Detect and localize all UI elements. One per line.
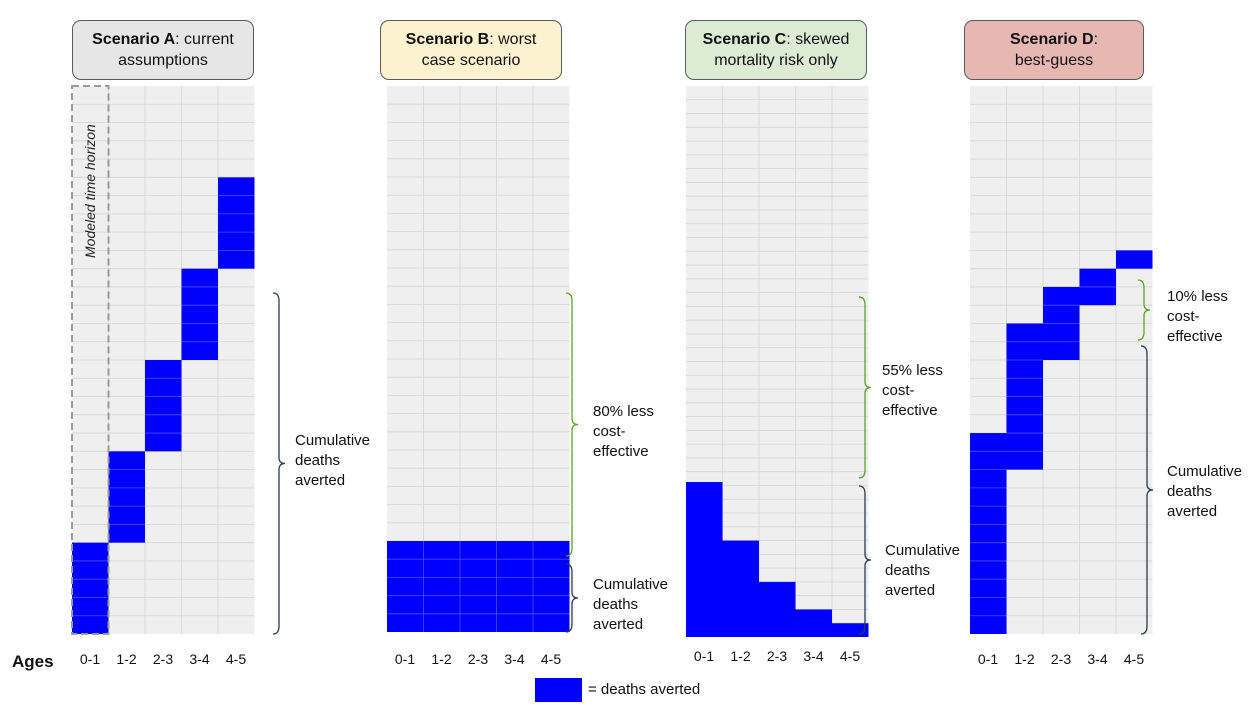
age-label: 1-2 [730,648,751,664]
annotation-line: deaths [295,452,341,469]
age-label: 1-2 [1014,651,1035,667]
legend-swatch [535,678,582,702]
scenario-a-deaths-block-age-3 [181,268,218,360]
age-label: 4-5 [540,651,562,667]
age-label: 0-1 [79,651,101,667]
scenario-b-upper-annotation: 80% less cost- effective [593,402,654,462]
scenario-a-title-rest: : current [175,31,234,48]
age-label: 1-2 [116,651,137,667]
scenario-c-annotation: Cumulative deaths averted [885,541,960,601]
scenario-b-bracket-0 [565,292,579,557]
annotation-line: effective [1167,328,1223,345]
scenario-c-deaths-block-age-1 [722,540,759,637]
scenario-b-deaths-block-age-4 [533,541,570,632]
annotation-line: deaths [1167,483,1213,500]
age-label: 3-4 [1087,651,1108,667]
age-label: 3-4 [189,651,210,667]
scenario-a-bracket-0 [272,292,286,635]
scenario-d-deaths-block-age-0 [970,433,1007,634]
annotation-line: 10% less [1167,288,1228,305]
scenario-b-deaths-block-age-0 [387,541,424,632]
ages-axis-title: Ages [12,652,54,671]
scenario-b-deaths-block-age-2 [460,541,497,632]
annotation-line: effective [593,443,649,460]
scenario-c-bracket-0 [858,296,872,479]
age-label: 2-3 [1050,651,1072,667]
scenario-d-deaths-block-age-4 [1116,250,1153,269]
scenario-d-title-rest: : [1093,31,1099,48]
scenario-a-deaths-block-age-1 [108,451,145,543]
annotation-line: Cumulative [885,542,961,559]
age-label: 1-2 [431,651,452,667]
age-label: 4-5 [1123,651,1145,667]
age-label: 3-4 [504,651,525,667]
scenario-c-title: Scenario C: skewed mortality risk only [685,20,867,80]
age-label: 2-3 [152,651,174,667]
annotation-line: effective [882,402,938,419]
scenario-a-deaths-block-age-2 [145,360,182,452]
annotation-line: averted [885,582,936,599]
scenario-b-annotation: Cumulative deaths averted [593,575,668,635]
annotation-line: deaths [593,596,639,613]
scenario-c-deaths-block-age-3 [795,609,832,637]
annotation-line: 80% less [593,403,654,420]
scenario-b-deaths-block-age-3 [496,541,533,632]
legend-text: = deaths averted [588,681,701,698]
scenario-a-title: Scenario A: current assumptions [72,20,254,80]
scenario-c-bracket-1 [858,485,872,635]
scenario-b-title: Scenario B: worst case scenario [380,20,562,80]
annotation-line: averted [295,472,346,489]
scenario-b-title-rest: : worst [489,31,537,48]
scenario-d-annotation: Cumulative deaths averted [1167,462,1242,522]
scenario-a-annotation: Cumulative deaths averted [295,431,370,491]
scenario-a-deaths-block-age-0 [72,542,109,634]
scenario-d-bracket-1 [1140,345,1154,635]
scenario-c-deaths-block-age-2 [759,581,796,637]
age-label: 0-1 [394,651,416,667]
scenario-a-title-line2: assumptions [118,52,208,69]
scenario-b-title-bold: Scenario B [405,31,490,48]
annotation-line: averted [593,616,644,633]
scenario-b-deaths-block-age-1 [423,541,460,632]
age-label: 2-3 [467,651,489,667]
age-label: 2-3 [766,648,788,664]
scenario-d-upper-annotation: 10% less cost- effective [1167,287,1228,347]
annotation-line: Cumulative [295,432,371,449]
scenario-c-title-bold: Scenario C [702,31,787,48]
annotation-line: cost- [1167,308,1200,325]
scenario-c-deaths-block-age-4 [832,623,869,637]
scenario-d-title-line2: best-guess [1014,52,1094,69]
modeled-time-horizon-box [71,85,110,635]
age-label: 4-5 [839,648,861,664]
modeled-time-horizon-label: Modeled time horizon [82,124,98,258]
age-label: 3-4 [803,648,824,664]
annotation-line: averted [1167,503,1218,520]
scenario-d-title-bold: Scenario D [1009,31,1094,48]
annotation-line: 55% less [882,362,943,379]
annotation-line: cost- [593,423,626,440]
annotation-line: cost- [882,382,915,399]
scenario-c-title-line2: mortality risk only [714,52,838,69]
scenario-d-title: Scenario D: best-guess [964,20,1144,80]
scenario-b-bracket-1 [565,563,579,633]
annotation-line: Cumulative [593,576,669,593]
age-label: 0-1 [977,651,999,667]
age-label: 4-5 [225,651,247,667]
scenario-a-title-bold: Scenario A [92,31,176,48]
scenario-b-title-line2: case scenario [421,52,521,69]
scenario-c-deaths-block-age-0 [686,482,723,637]
annotation-line: deaths [885,562,931,579]
scenario-d-bracket-0 [1137,279,1151,341]
scenario-c-upper-annotation: 55% less cost- effective [882,361,943,421]
age-label: 0-1 [693,648,715,664]
scenario-c-title-rest: : skewed [786,31,850,48]
scenario-a-deaths-block-age-4 [218,177,255,269]
annotation-line: Cumulative [1167,463,1243,480]
